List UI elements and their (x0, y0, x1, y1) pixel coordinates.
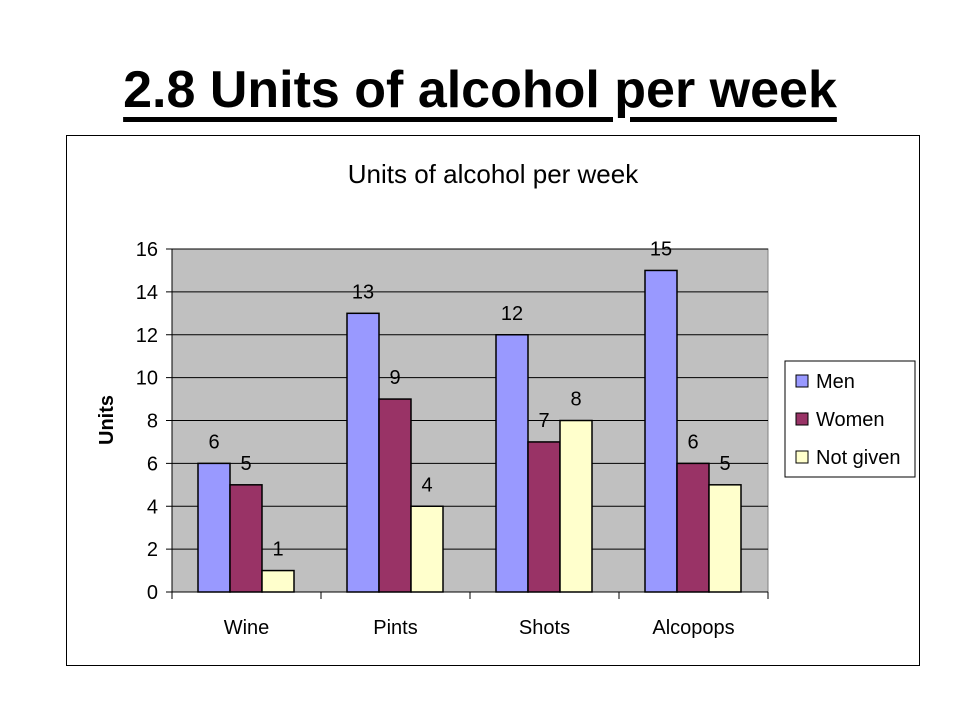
data-label: 9 (389, 367, 400, 389)
x-tick-label: Wine (224, 617, 270, 639)
bar-men-alcopops (644, 269, 678, 593)
x-tick-label: Pints (373, 617, 417, 639)
bar-men-shots (495, 334, 529, 593)
data-label: 5 (240, 453, 251, 475)
bar-not-given-shots (559, 419, 593, 593)
bar-men-pints (346, 312, 380, 593)
data-label: 6 (208, 431, 219, 453)
y-axis-label: Units (96, 395, 118, 445)
y-tick-label: 2 (147, 539, 158, 561)
data-label: 1 (272, 539, 283, 561)
legend-label: Not given (816, 447, 901, 469)
x-tick-label: Alcopops (652, 617, 734, 639)
y-tick-label: 8 (147, 411, 158, 433)
legend-label: Women (816, 409, 885, 431)
legend-label: Men (816, 371, 855, 393)
data-label: 5 (719, 453, 730, 475)
data-label: 8 (570, 389, 581, 411)
data-label: 13 (352, 281, 374, 303)
y-tick-label: 14 (136, 282, 158, 304)
bar-women-alcopops (676, 462, 710, 593)
y-tick-label: 0 (147, 582, 158, 604)
bar-women-shots (527, 441, 561, 593)
data-label: 7 (538, 410, 549, 432)
data-label: 12 (501, 303, 523, 325)
x-tick-label: Shots (519, 617, 570, 639)
bar-not-given-pints (410, 505, 444, 593)
y-tick-label: 10 (136, 368, 158, 390)
y-tick-label: 16 (136, 239, 158, 261)
y-tick-label: 12 (136, 325, 158, 347)
y-tick-label: 4 (147, 496, 158, 518)
data-label: 4 (421, 474, 432, 496)
bar-women-wine (229, 484, 263, 593)
bar-not-given-wine (261, 569, 295, 593)
bar-men-wine (197, 462, 231, 593)
bar-not-given-alcopops (708, 484, 742, 593)
legend-swatch (795, 450, 809, 464)
legend-swatch (795, 412, 809, 426)
data-label: 15 (650, 238, 672, 260)
legend-swatch (795, 374, 809, 388)
slide-title: 2.8 Units of alcohol per week (123, 61, 837, 119)
bar-women-pints (378, 398, 412, 593)
y-tick-label: 6 (147, 453, 158, 475)
data-label: 6 (687, 431, 698, 453)
chart-title: Units of alcohol per week (348, 159, 639, 189)
